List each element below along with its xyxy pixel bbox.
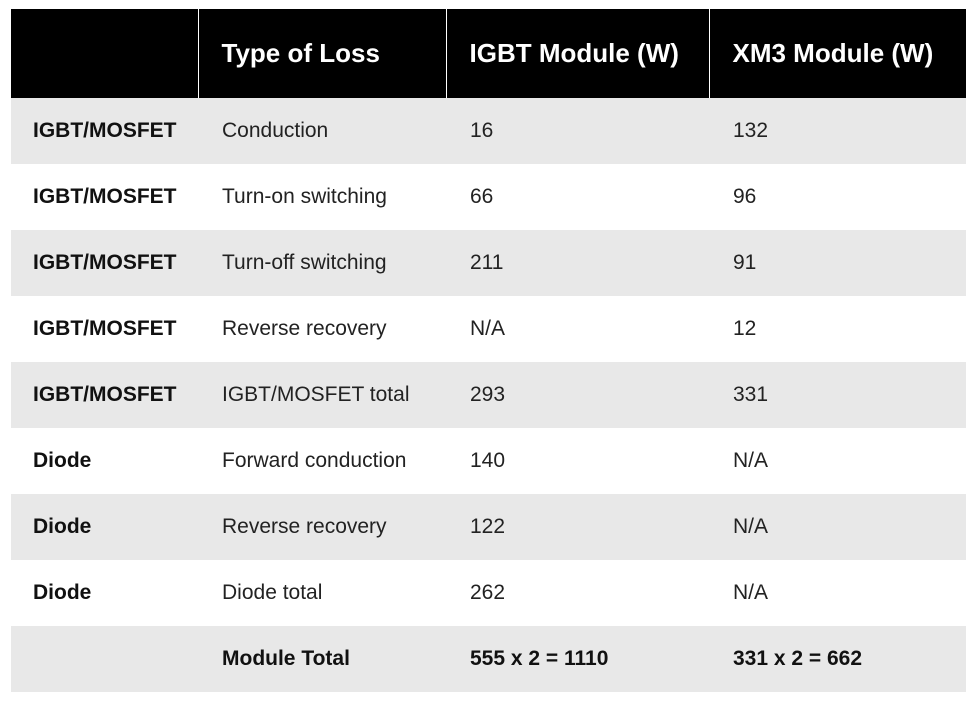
cell-loss-type: Reverse recovery xyxy=(198,494,446,560)
cell-igbt-value: 122 xyxy=(446,494,709,560)
cell-xm3-value: 91 xyxy=(709,230,966,296)
table-total-row: Module Total 555 x 2 = 1110 331 x 2 = 66… xyxy=(11,626,966,692)
header-igbt-module: IGBT Module (W) xyxy=(445,9,709,98)
cell-xm3-value: 12 xyxy=(709,296,966,362)
header-type-of-loss: Type of Loss xyxy=(197,9,446,98)
table-row: IGBT/MOSFET Turn-on switching 66 96 xyxy=(11,164,966,230)
cell-device: Diode xyxy=(11,494,198,560)
cell-device: IGBT/MOSFET xyxy=(11,296,198,362)
cell-xm3-value: N/A xyxy=(709,494,966,560)
cell-xm3-value: 132 xyxy=(709,98,966,164)
table-row: Diode Reverse recovery 122 N/A xyxy=(11,494,966,560)
loss-comparison-table: Type of Loss IGBT Module (W) XM3 Module … xyxy=(11,9,966,692)
table-row: IGBT/MOSFET Reverse recovery N/A 12 xyxy=(11,296,966,362)
cell-igbt-value: 66 xyxy=(446,164,709,230)
table-row: Diode Diode total 262 N/A xyxy=(11,560,966,626)
cell-loss-type: IGBT/MOSFET total xyxy=(198,362,446,428)
cell-igbt-value: N/A xyxy=(446,296,709,362)
cell-loss-type: Diode total xyxy=(198,560,446,626)
cell-device: Diode xyxy=(11,428,198,494)
cell-igbt-total: 555 x 2 = 1110 xyxy=(446,626,709,692)
cell-device: IGBT/MOSFET xyxy=(11,362,198,428)
table-row: Diode Forward conduction 140 N/A xyxy=(11,428,966,494)
table-row: IGBT/MOSFET IGBT/MOSFET total 293 331 xyxy=(11,362,966,428)
cell-xm3-total: 331 x 2 = 662 xyxy=(709,626,966,692)
table-header-row: Type of Loss IGBT Module (W) XM3 Module … xyxy=(11,9,966,98)
cell-xm3-value: N/A xyxy=(709,428,966,494)
header-device xyxy=(11,9,198,98)
cell-xm3-value: 331 xyxy=(709,362,966,428)
cell-device: IGBT/MOSFET xyxy=(11,230,198,296)
cell-loss-type: Turn-on switching xyxy=(198,164,446,230)
cell-loss-type: Conduction xyxy=(198,98,446,164)
cell-igbt-value: 262 xyxy=(446,560,709,626)
cell-igbt-value: 140 xyxy=(446,428,709,494)
cell-igbt-value: 16 xyxy=(446,98,709,164)
header-xm3-module: XM3 Module (W) xyxy=(708,9,966,98)
cell-loss-type: Forward conduction xyxy=(198,428,446,494)
cell-device: IGBT/MOSFET xyxy=(11,98,198,164)
cell-device xyxy=(11,626,198,692)
cell-loss-type: Reverse recovery xyxy=(198,296,446,362)
cell-loss-type: Turn-off switching xyxy=(198,230,446,296)
cell-device: IGBT/MOSFET xyxy=(11,164,198,230)
loss-comparison-table-container: Type of Loss IGBT Module (W) XM3 Module … xyxy=(11,9,966,692)
table-row: IGBT/MOSFET Conduction 16 132 xyxy=(11,98,966,164)
cell-igbt-value: 211 xyxy=(446,230,709,296)
cell-igbt-value: 293 xyxy=(446,362,709,428)
cell-device: Diode xyxy=(11,560,198,626)
table-row: IGBT/MOSFET Turn-off switching 211 91 xyxy=(11,230,966,296)
cell-total-label: Module Total xyxy=(198,626,446,692)
cell-xm3-value: N/A xyxy=(709,560,966,626)
cell-xm3-value: 96 xyxy=(709,164,966,230)
